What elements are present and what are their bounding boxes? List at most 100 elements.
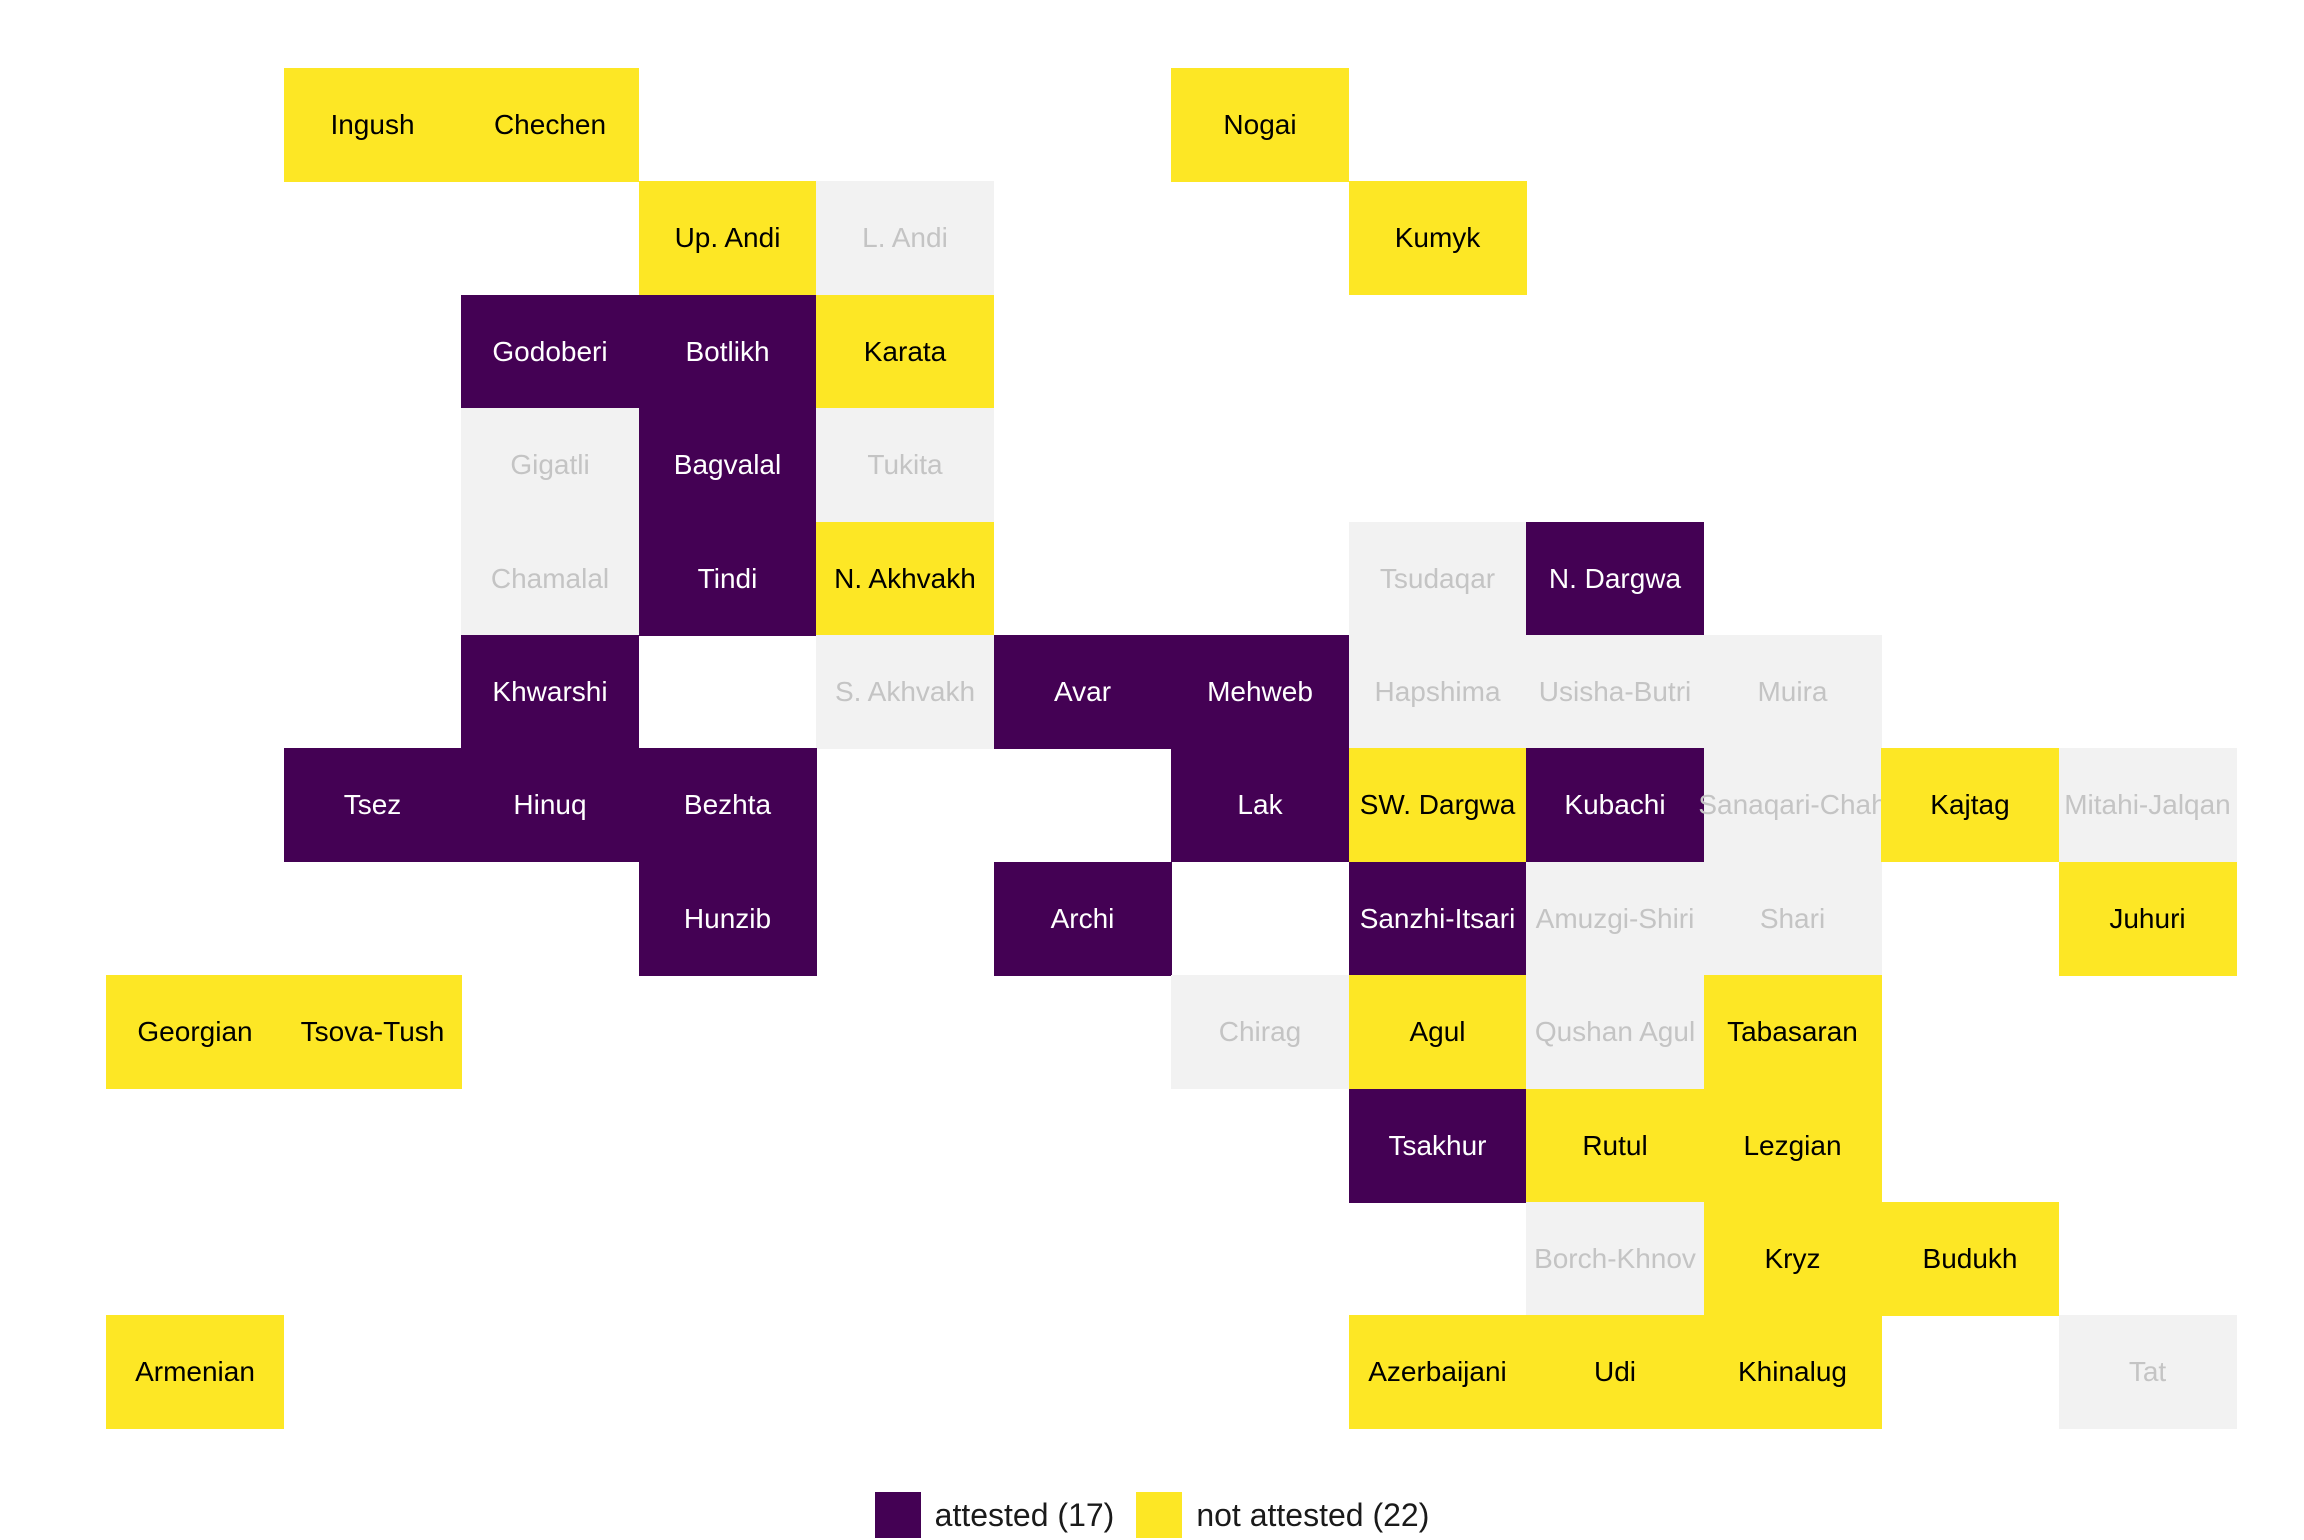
tile-budukh: Budukh (1881, 1202, 2059, 1316)
tile-tukita: Tukita (816, 408, 994, 523)
tile-tabasaran: Tabasaran (1703, 975, 1882, 1090)
legend-item-not-attested: not attested (22) (1136, 1492, 1429, 1538)
tile-label: Chamalal (490, 562, 610, 594)
legend-item-attested: attested (17) (874, 1492, 1115, 1538)
tile-label: Chechen (493, 109, 607, 140)
tile-label: Up. Andi (674, 222, 781, 254)
tile-muira: Muira (1703, 635, 1882, 749)
tile-sanzhi-itsari: Sanzhi-Itsari (1348, 861, 1527, 976)
tile-label: S. Akhvakh (834, 676, 976, 707)
tile-bagvalal: Bagvalal (638, 408, 817, 523)
tile-ingush: Ingush (283, 68, 462, 182)
tile-kumyk: Kumyk (1348, 181, 1527, 296)
tile-label: Botlikh (685, 335, 770, 367)
tile-label: Hinuq (513, 789, 587, 821)
tile-label: Kajtag (1930, 789, 2010, 821)
tile-avar: Avar (993, 635, 1172, 749)
tile-qushan-agul: Qushan Agul (1526, 975, 1704, 1090)
legend-label-not-attested: not attested (22) (1196, 1496, 1430, 1533)
legend-swatch-attested (874, 1492, 921, 1538)
tile-kajtag: Kajtag (1881, 748, 2059, 863)
tile-label: Karata (863, 335, 947, 367)
tile-label: Muira (1757, 676, 1828, 707)
tile-udi: Udi (1526, 1315, 1704, 1430)
tile-shari: Shari (1703, 861, 1882, 976)
tile-mitahi-jalqan: Mitahi-Jalqan (2058, 748, 2237, 863)
legend-swatch-not-attested (1136, 1492, 1183, 1538)
tile-label: Bagvalal (673, 449, 782, 481)
tile-label: Hunzib (683, 902, 772, 934)
tile-juhuri: Juhuri (2058, 861, 2237, 976)
tile-label: Azerbaijani (1368, 1356, 1507, 1388)
tile-label: Khwarshi (492, 676, 608, 707)
tile-label: Lezgian (1743, 1129, 1842, 1161)
tile-chirag: Chirag (1171, 975, 1349, 1090)
tile-label: Lak (1237, 789, 1283, 821)
tile-label: Sanzhi-Itsari (1359, 902, 1516, 934)
tile-label: Gigatli (510, 449, 590, 481)
tile-label: Kubachi (1564, 789, 1666, 821)
tile-label: Amuzgi-Shiri (1535, 902, 1695, 934)
tile-label: Tat (2128, 1356, 2167, 1388)
legend: attested (17) not attested (22) (0, 1490, 2304, 1540)
tile-label: Ingush (330, 109, 415, 140)
tile-label: L. Andi (862, 222, 948, 254)
legend-label-attested: attested (17) (934, 1496, 1115, 1533)
tile-label: Hapshima (1374, 676, 1501, 707)
tile-tsez: Tsez (283, 748, 462, 863)
tile-label: SW. Dargwa (1359, 789, 1516, 821)
tile-kubachi: Kubachi (1526, 748, 1704, 863)
tile-label: Juhuri (2109, 902, 2186, 934)
tile-karata: Karata (816, 294, 994, 409)
tile-khinalug: Khinalug (1703, 1315, 1882, 1430)
tile-armenian: Armenian (106, 1315, 284, 1430)
tile-label: Tsova-Tush (300, 1016, 445, 1048)
tile-chamalal: Chamalal (461, 521, 639, 636)
tile-n-dargwa: N. Dargwa (1526, 521, 1704, 636)
tile-label: Agul (1409, 1016, 1466, 1048)
tile-label: Tabasaran (1727, 1016, 1858, 1048)
tile-archi: Archi (993, 861, 1172, 976)
tile-label: Shari (1759, 902, 1826, 934)
tile-label: Tsudaqar (1379, 562, 1496, 594)
tile-label: Tukita (867, 449, 943, 481)
tile-label: Bezhta (683, 789, 772, 821)
tile-mehweb: Mehweb (1171, 635, 1349, 749)
tile-label: Chirag (1218, 1016, 1302, 1048)
tile-label: N. Dargwa (1548, 562, 1682, 594)
tile-gigatli: Gigatli (461, 408, 639, 523)
tile-kryz: Kryz (1703, 1202, 1882, 1316)
tile-label: Udi (1593, 1356, 1636, 1388)
tile-label: Khinalug (1738, 1356, 1847, 1388)
tile-label: Avar (1053, 676, 1112, 707)
tile-label: Tsakhur (1388, 1129, 1487, 1161)
tile-tat: Tat (2058, 1315, 2237, 1430)
tile-lak: Lak (1171, 748, 1349, 863)
tile-sanaqari-chah: Sanaqari-Chah (1698, 748, 1887, 863)
tile-up-andi: Up. Andi (638, 181, 817, 296)
tile-usisha-butri: Usisha-Butri (1526, 635, 1704, 749)
tile-tsudaqar: Tsudaqar (1348, 521, 1527, 636)
tile-hapshima: Hapshima (1348, 635, 1527, 749)
tile-label: Tindi (697, 562, 758, 594)
tile-hunzib: Hunzib (638, 861, 817, 976)
tile-label: Sanaqari-Chah (1698, 789, 1887, 821)
tile-nogai: Nogai (1171, 68, 1349, 182)
tile-label: Budukh (1922, 1243, 2018, 1274)
tile-sw-dargwa: SW. Dargwa (1348, 748, 1527, 863)
tile-khwarshi: Khwarshi (461, 635, 639, 749)
tile-label: Armenian (135, 1356, 255, 1388)
tile-label: Godoberi (492, 335, 608, 367)
tile-label: Borch-Khnov (1534, 1243, 1696, 1274)
tile-label: Kryz (1764, 1243, 1821, 1274)
tile-georgian: Georgian (106, 975, 284, 1090)
tile-label: Mitahi-Jalqan (2064, 789, 2231, 821)
tile-lezgian: Lezgian (1703, 1088, 1882, 1203)
tile-l-andi: L. Andi (816, 181, 994, 296)
tile-chechen: Chechen (461, 68, 639, 182)
tile-hinuq: Hinuq (461, 748, 639, 863)
tile-agul: Agul (1348, 975, 1527, 1090)
tile-label: Kumyk (1394, 222, 1481, 254)
tile-label: Usisha-Butri (1538, 676, 1692, 707)
